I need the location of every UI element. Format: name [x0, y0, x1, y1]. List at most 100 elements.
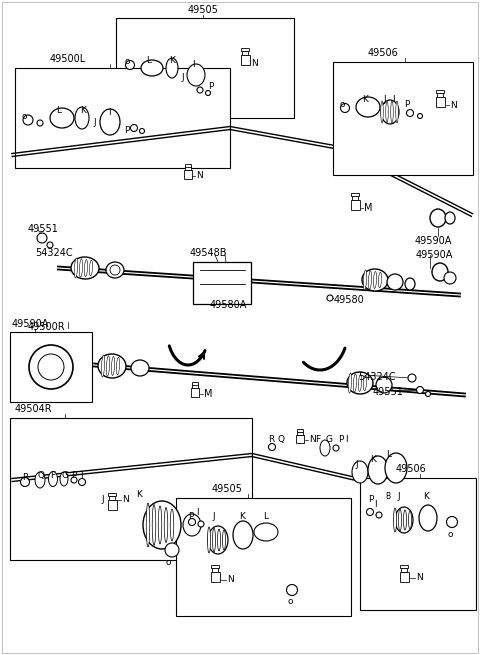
Circle shape — [189, 519, 195, 525]
Ellipse shape — [107, 356, 109, 376]
Text: K: K — [169, 56, 175, 65]
Text: L: L — [146, 56, 151, 65]
Bar — [192, 384, 198, 388]
Bar — [351, 193, 359, 196]
Text: P: P — [124, 126, 130, 135]
Bar — [108, 493, 116, 496]
Text: 49551: 49551 — [373, 387, 404, 397]
Bar — [108, 500, 117, 510]
Bar — [437, 93, 443, 97]
Text: N: N — [309, 436, 316, 445]
Ellipse shape — [74, 258, 78, 278]
Text: 54324C: 54324C — [358, 372, 396, 382]
Ellipse shape — [48, 472, 58, 487]
Ellipse shape — [376, 377, 392, 393]
Circle shape — [340, 103, 349, 113]
Bar — [297, 429, 303, 432]
Ellipse shape — [100, 109, 120, 135]
Ellipse shape — [141, 60, 163, 76]
Text: G: G — [62, 471, 69, 480]
Text: o: o — [166, 558, 171, 567]
Ellipse shape — [110, 265, 120, 275]
Text: N: N — [251, 58, 258, 67]
Circle shape — [418, 113, 422, 119]
Bar — [10, 332, 92, 402]
Text: L: L — [56, 106, 61, 115]
Text: G: G — [326, 435, 333, 444]
Ellipse shape — [89, 260, 93, 276]
Text: 49590A: 49590A — [415, 236, 452, 246]
Text: L: L — [263, 512, 268, 521]
Ellipse shape — [101, 355, 105, 377]
Bar — [191, 388, 199, 397]
Circle shape — [47, 242, 53, 248]
Text: o: o — [124, 57, 130, 66]
Ellipse shape — [106, 262, 124, 278]
Text: I: I — [80, 471, 83, 480]
Ellipse shape — [164, 508, 168, 542]
Ellipse shape — [362, 269, 388, 291]
Text: M: M — [364, 203, 372, 213]
Ellipse shape — [117, 357, 120, 375]
Ellipse shape — [405, 278, 415, 290]
Text: J: J — [181, 73, 184, 82]
Ellipse shape — [207, 527, 211, 553]
Text: 49505: 49505 — [212, 484, 243, 494]
Text: Q: Q — [37, 471, 44, 480]
Text: 49500R: 49500R — [28, 322, 66, 332]
Text: 49506: 49506 — [396, 464, 427, 474]
Circle shape — [79, 479, 85, 485]
Bar — [399, 572, 408, 582]
Circle shape — [140, 128, 144, 134]
Text: K: K — [239, 512, 245, 521]
Circle shape — [197, 87, 203, 93]
Circle shape — [408, 374, 416, 382]
Ellipse shape — [430, 209, 446, 227]
Ellipse shape — [131, 360, 149, 376]
Text: N: N — [450, 100, 457, 109]
Text: 49580: 49580 — [334, 295, 365, 305]
Text: 49506: 49506 — [368, 48, 399, 58]
Text: I: I — [196, 508, 199, 517]
Ellipse shape — [223, 530, 226, 550]
Text: o: o — [21, 112, 27, 121]
Bar — [185, 164, 191, 167]
Text: M: M — [204, 389, 213, 399]
Bar — [241, 48, 249, 51]
Text: P: P — [71, 471, 76, 480]
Ellipse shape — [111, 356, 115, 375]
Ellipse shape — [187, 64, 205, 86]
Circle shape — [71, 477, 77, 483]
Ellipse shape — [254, 523, 278, 541]
Ellipse shape — [348, 373, 351, 393]
Bar — [192, 382, 198, 384]
Text: J: J — [101, 495, 104, 504]
Circle shape — [125, 60, 134, 69]
Text: o: o — [339, 100, 345, 109]
Circle shape — [446, 517, 457, 527]
Circle shape — [131, 124, 137, 132]
Text: o: o — [287, 597, 292, 606]
Ellipse shape — [408, 511, 411, 529]
Text: R: R — [22, 473, 28, 482]
Ellipse shape — [404, 510, 407, 530]
Text: J: J — [397, 492, 400, 501]
Bar — [350, 200, 360, 210]
Bar — [435, 97, 444, 107]
Text: J: J — [93, 118, 96, 127]
Ellipse shape — [71, 257, 99, 279]
Bar — [212, 568, 218, 572]
Bar — [242, 51, 248, 55]
Bar — [240, 55, 250, 65]
Ellipse shape — [398, 509, 401, 531]
Bar — [400, 565, 408, 569]
Bar — [176, 498, 351, 616]
Ellipse shape — [356, 97, 380, 117]
Text: J: J — [355, 460, 358, 469]
Bar — [193, 262, 251, 304]
Ellipse shape — [60, 472, 68, 486]
Ellipse shape — [217, 529, 220, 551]
Ellipse shape — [381, 100, 399, 124]
Text: K: K — [362, 95, 368, 104]
Circle shape — [29, 345, 73, 389]
